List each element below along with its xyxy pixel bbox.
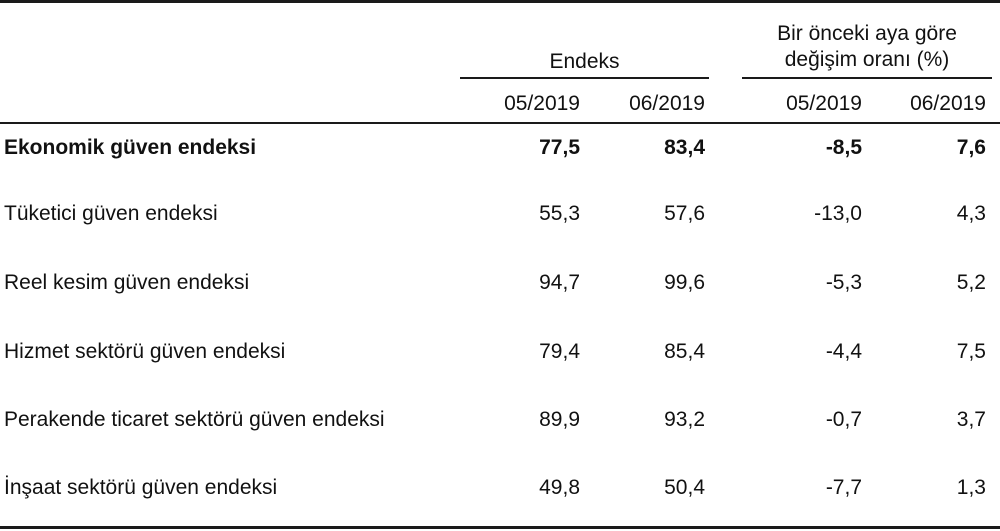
cell-change-05: -13,0 [814, 202, 862, 225]
cell-change-05: -7,7 [825, 476, 862, 499]
cell-index-05: 94,7 [539, 271, 580, 294]
col-header-change-06-2019: 06/2019 [910, 92, 986, 115]
cell-change-06: 4,3 [956, 202, 986, 225]
cell-change-05: -5,3 [825, 271, 862, 294]
cell-index-06: 85,4 [664, 340, 705, 363]
cell-index-06: 83,4 [664, 136, 705, 159]
row-label-consumer-confidence: Tüketici güven endeksi [4, 202, 218, 225]
cell-index-06: 57,6 [664, 202, 705, 225]
col-header-index-05-2019: 05/2019 [504, 92, 580, 115]
row-label-construction-confidence: İnşaat sektörü güven endeksi [4, 476, 278, 499]
col-header-index-06-2019: 06/2019 [629, 92, 705, 115]
cell-index-06: 99,6 [664, 271, 705, 294]
cell-index-06: 50,4 [664, 476, 705, 499]
cell-change-05: -4,4 [825, 340, 862, 363]
row-label-services-confidence: Hizmet sektörü güven endeksi [4, 340, 286, 363]
cell-change-06: 7,5 [956, 340, 986, 363]
row-label-real-sector-confidence: Reel kesim güven endeksi [4, 271, 250, 294]
cell-change-06: 1,3 [956, 476, 986, 499]
index-group-header: Endeks [549, 50, 620, 73]
top-rule [0, 0, 1000, 3]
col-header-change-05-2019: 05/2019 [786, 92, 862, 115]
cell-change-06: 7,6 [956, 136, 986, 159]
bottom-rule [0, 526, 1000, 529]
change-group-header-line1: Bir önceki aya göre [777, 22, 957, 45]
cell-change-05: -0,7 [825, 408, 862, 431]
cell-change-05: -8,5 [825, 136, 862, 159]
cell-change-06: 5,2 [956, 271, 986, 294]
cell-index-05: 89,9 [539, 408, 580, 431]
cell-index-05: 77,5 [539, 136, 580, 159]
cell-index-06: 93,2 [664, 408, 705, 431]
change-group-header-line2: değişim oranı (%) [784, 48, 950, 71]
cell-index-05: 55,3 [539, 202, 580, 225]
index-group-underline [460, 77, 709, 79]
header-bottom-rule [0, 122, 1000, 124]
change-group-underline [742, 77, 992, 79]
row-label-economic-confidence: Ekonomik güven endeksi [4, 136, 257, 159]
row-label-retail-trade-confidence: Perakende ticaret sektörü güven endeksi [4, 408, 385, 431]
cell-index-05: 49,8 [539, 476, 580, 499]
cell-change-06: 3,7 [956, 408, 986, 431]
cell-index-05: 79,4 [539, 340, 580, 363]
